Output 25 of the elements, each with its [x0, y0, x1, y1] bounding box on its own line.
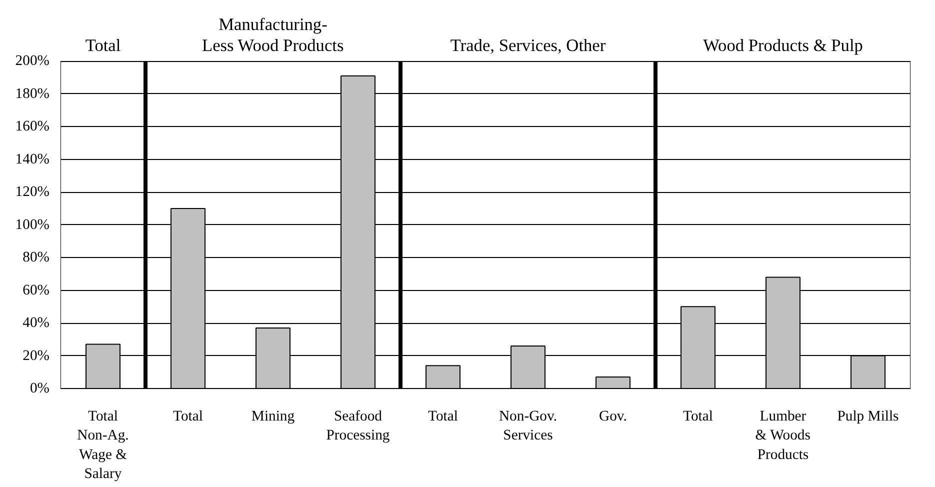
x-tick-label: Total — [173, 408, 203, 424]
y-tick-label: 180% — [15, 86, 50, 102]
y-tick-label: 200% — [15, 53, 50, 70]
y-tick-label: 80% — [22, 250, 50, 266]
text: Wood Products & Pulp — [703, 36, 863, 56]
y-tick-label: 160% — [15, 118, 50, 135]
y-tick-label: 60% — [22, 282, 50, 298]
x-tick-label: Non-Gov. Services — [498, 408, 558, 444]
x-tick-label: Gov. — [599, 408, 627, 424]
y-tick-label: 40% — [22, 315, 50, 332]
y-tick-label: 0% — [30, 380, 50, 396]
x-tick-label: Seafood Processing — [326, 408, 390, 444]
x-tick-label: Total — [683, 408, 713, 424]
text: Manufacturing- Less Wood Products — [202, 15, 344, 56]
y-tick-label: 140% — [15, 151, 50, 168]
text: Total — [85, 36, 121, 56]
x-tick-label: Mining — [251, 408, 296, 424]
x-tick-label: Total — [428, 408, 458, 424]
y-tick-label: 100% — [15, 216, 50, 233]
x-tick-label: Lumber & Woods Products — [755, 408, 811, 463]
x-tick-label: Total Non-Ag. Wage & Salary — [77, 408, 129, 482]
text: Trade, Services, Other — [450, 36, 606, 56]
y-tick-label: 120% — [15, 184, 50, 200]
y-tick-label: 20% — [22, 348, 50, 364]
x-tick-label: Pulp Mills — [837, 408, 900, 424]
